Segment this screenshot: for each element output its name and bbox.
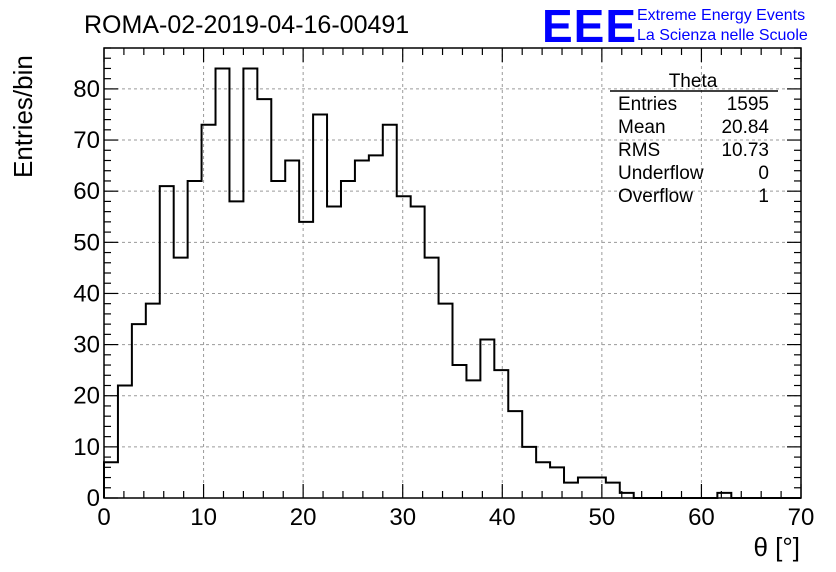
brand-line-2: La Scienza nelle Scuole [637,27,808,44]
x-tick-label: 50 [589,504,616,531]
y-tick-label: 30 [73,332,100,359]
axis-ticks [103,47,802,499]
histogram-bin [160,186,174,498]
histogram-bin [132,324,146,498]
stats-value-entries: 1595 [727,94,769,115]
stats-value-rms: 10.73 [721,140,769,161]
plot-frame [103,47,802,499]
histogram-bin [606,483,620,498]
histogram-bin [188,181,202,498]
y-tick-label: 40 [73,280,100,307]
histogram-bin [522,447,536,498]
histogram-bin [355,161,369,499]
histogram-bin [271,181,285,498]
histogram-bin [592,478,606,498]
x-tick-label: 60 [688,504,715,531]
histogram-bin [299,222,313,498]
x-tick-label: 0 [97,504,110,531]
chart-title: ROMA-02-2019-04-16-00491 [84,11,409,39]
y-tick-label: 0 [87,485,100,512]
y-tick-label: 80 [73,76,100,103]
histogram-bin [146,304,160,498]
histogram-bin [118,386,132,499]
y-tick-label: 70 [73,127,100,154]
x-tick-label: 40 [489,504,516,531]
y-tick-label: 10 [73,434,100,461]
histogram-bin [383,125,397,498]
histogram-bin [466,380,480,498]
grid [104,48,801,498]
x-tick-labels: 0 10 20 30 40 50 60 70 [97,504,814,531]
brand-line-1: Extreme Energy Events [637,7,805,24]
histogram-bin [257,99,271,498]
y-tick-labels: 0 10 20 30 40 50 60 70 80 [73,76,100,512]
histogram-bin [313,114,327,498]
y-tick-label: 60 [73,178,100,205]
histogram-bin [216,68,230,498]
stats-value-underflow: 0 [758,163,769,184]
brand-logo-group: EEE Extreme Energy Events La Scienza nel… [542,0,808,52]
stats-value-mean: 20.84 [721,117,769,138]
stats-label-mean: Mean [618,117,666,138]
y-axis-title: Entries/bin [8,55,38,178]
histogram-bin [578,478,592,498]
x-tick-label: 20 [290,504,317,531]
x-axis-title: θ [°] [753,532,800,562]
x-tick-label: 70 [788,504,815,531]
histogram-line [103,67,801,499]
histogram-bin [341,181,355,498]
stats-box-title: Theta [669,71,718,92]
stats-label-rms: RMS [618,140,660,161]
histogram-bin [453,365,467,498]
eee-logo: EEE [542,0,637,52]
histogram-bin [439,304,453,498]
stats-box: Theta Entries 1595 Mean 20.84 RMS 10.73 … [610,71,778,207]
histogram-bin [243,68,257,498]
histogram-bin [508,411,522,498]
stats-label-overflow: Overflow [618,186,693,207]
histogram-bin [397,196,411,498]
histogram-bin [564,483,578,498]
histogram-bin [174,258,188,498]
y-tick-label: 50 [73,229,100,256]
y-tick-label: 20 [73,383,100,410]
histogram-bin [285,161,299,499]
histogram-bin [536,462,550,498]
stats-label-underflow: Underflow [618,163,704,184]
histogram-bin [480,339,494,498]
stats-label-entries: Entries [618,94,677,115]
histogram-bin [229,201,243,498]
x-tick-label: 30 [389,504,416,531]
histogram-bin [494,370,508,498]
x-tick-label: 10 [190,504,217,531]
stats-value-overflow: 1 [758,186,769,207]
histogram-bin [327,207,341,498]
histogram-bin [411,207,425,498]
